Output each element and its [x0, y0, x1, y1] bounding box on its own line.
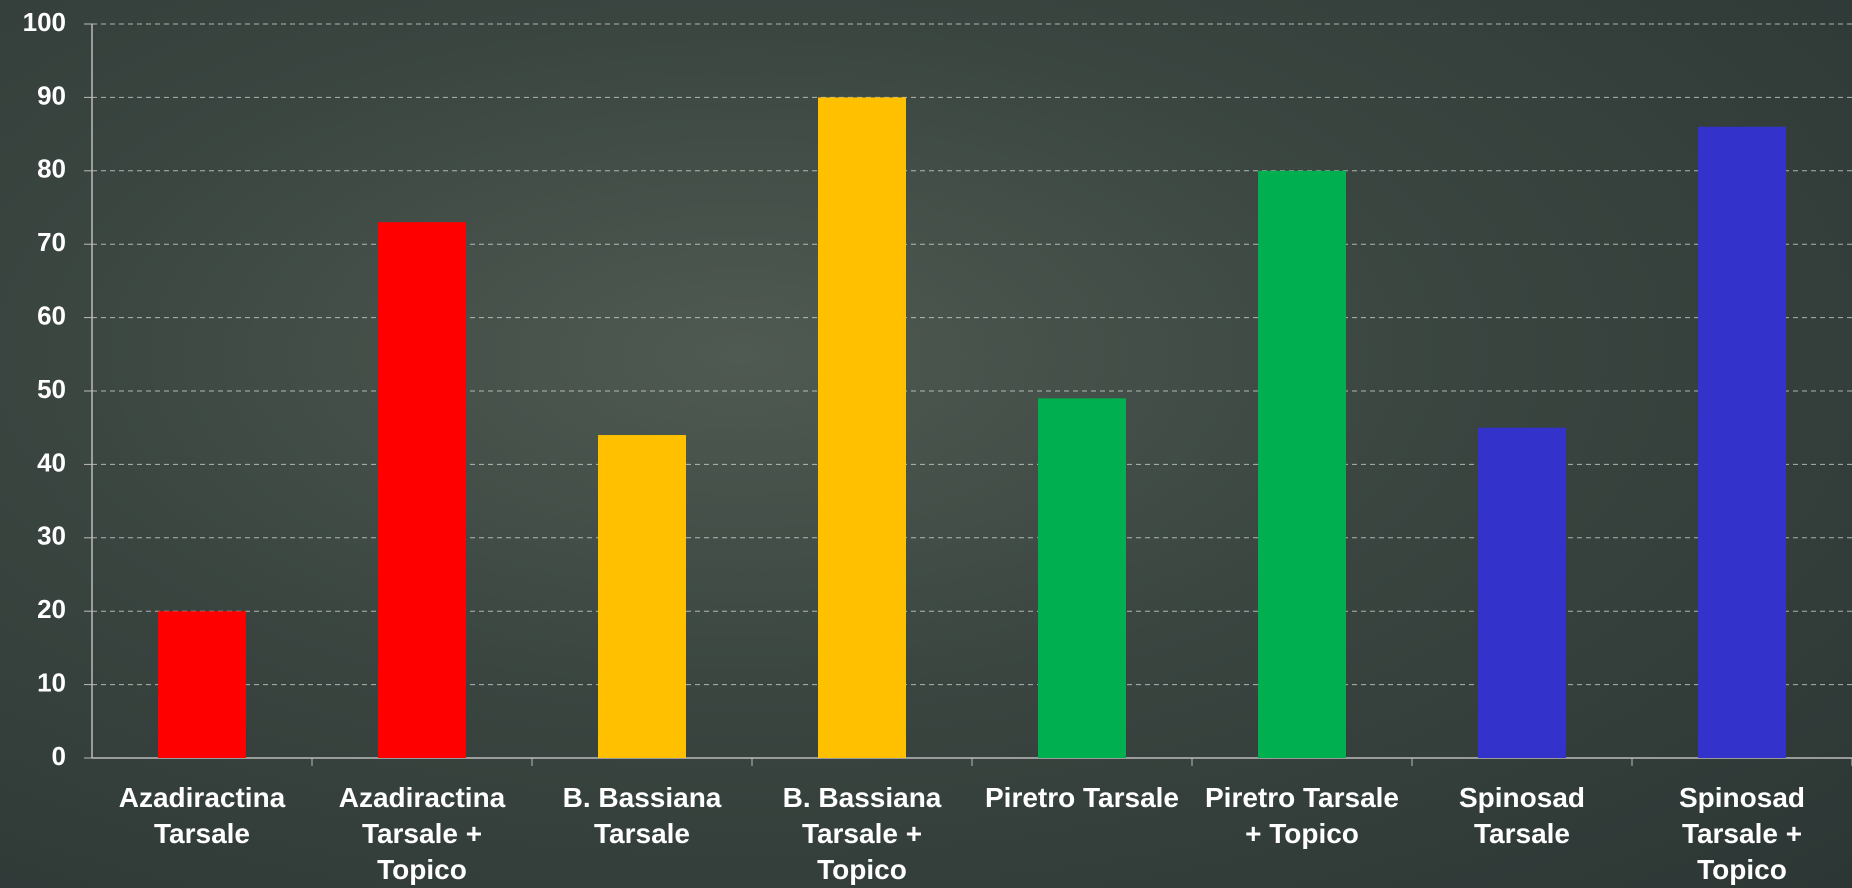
- y-tick-label: 80: [37, 154, 66, 184]
- y-tick-label: 90: [37, 80, 66, 110]
- x-tick-label: Piretro Tarsale + Topico: [1204, 782, 1400, 849]
- x-tick-label: Spinosad Tarsale: [1458, 782, 1585, 849]
- bar: [598, 435, 686, 758]
- y-tick-label: 50: [37, 374, 66, 404]
- x-tick-label: Spinosad Tarsale + Topico: [1678, 782, 1805, 885]
- bar: [378, 222, 466, 758]
- x-tick-label: Azadiractina Tarsale: [118, 782, 286, 849]
- x-tick-label: Piretro Tarsale: [984, 782, 1180, 813]
- bar: [1038, 398, 1126, 758]
- y-tick-label: 10: [37, 667, 66, 697]
- y-tick-label: 40: [37, 447, 66, 477]
- y-tick-label: 100: [23, 7, 66, 37]
- x-tick-label: Azadiractina Tarsale + Topico: [338, 782, 506, 885]
- x-tick-label: B. Bassiana Tarsale + Topico: [782, 782, 942, 885]
- bar: [1258, 170, 1346, 759]
- y-tick-label: 60: [37, 300, 66, 330]
- bar: [1478, 427, 1566, 758]
- y-tick-label: 20: [37, 594, 66, 624]
- bar: [158, 611, 246, 758]
- y-tick-label: 70: [37, 227, 66, 257]
- x-tick-label: B. Bassiana Tarsale: [562, 782, 722, 849]
- y-tick-label: 0: [52, 741, 66, 771]
- bar: [818, 97, 906, 758]
- bar: [1698, 126, 1786, 758]
- y-tick-label: 30: [37, 521, 66, 551]
